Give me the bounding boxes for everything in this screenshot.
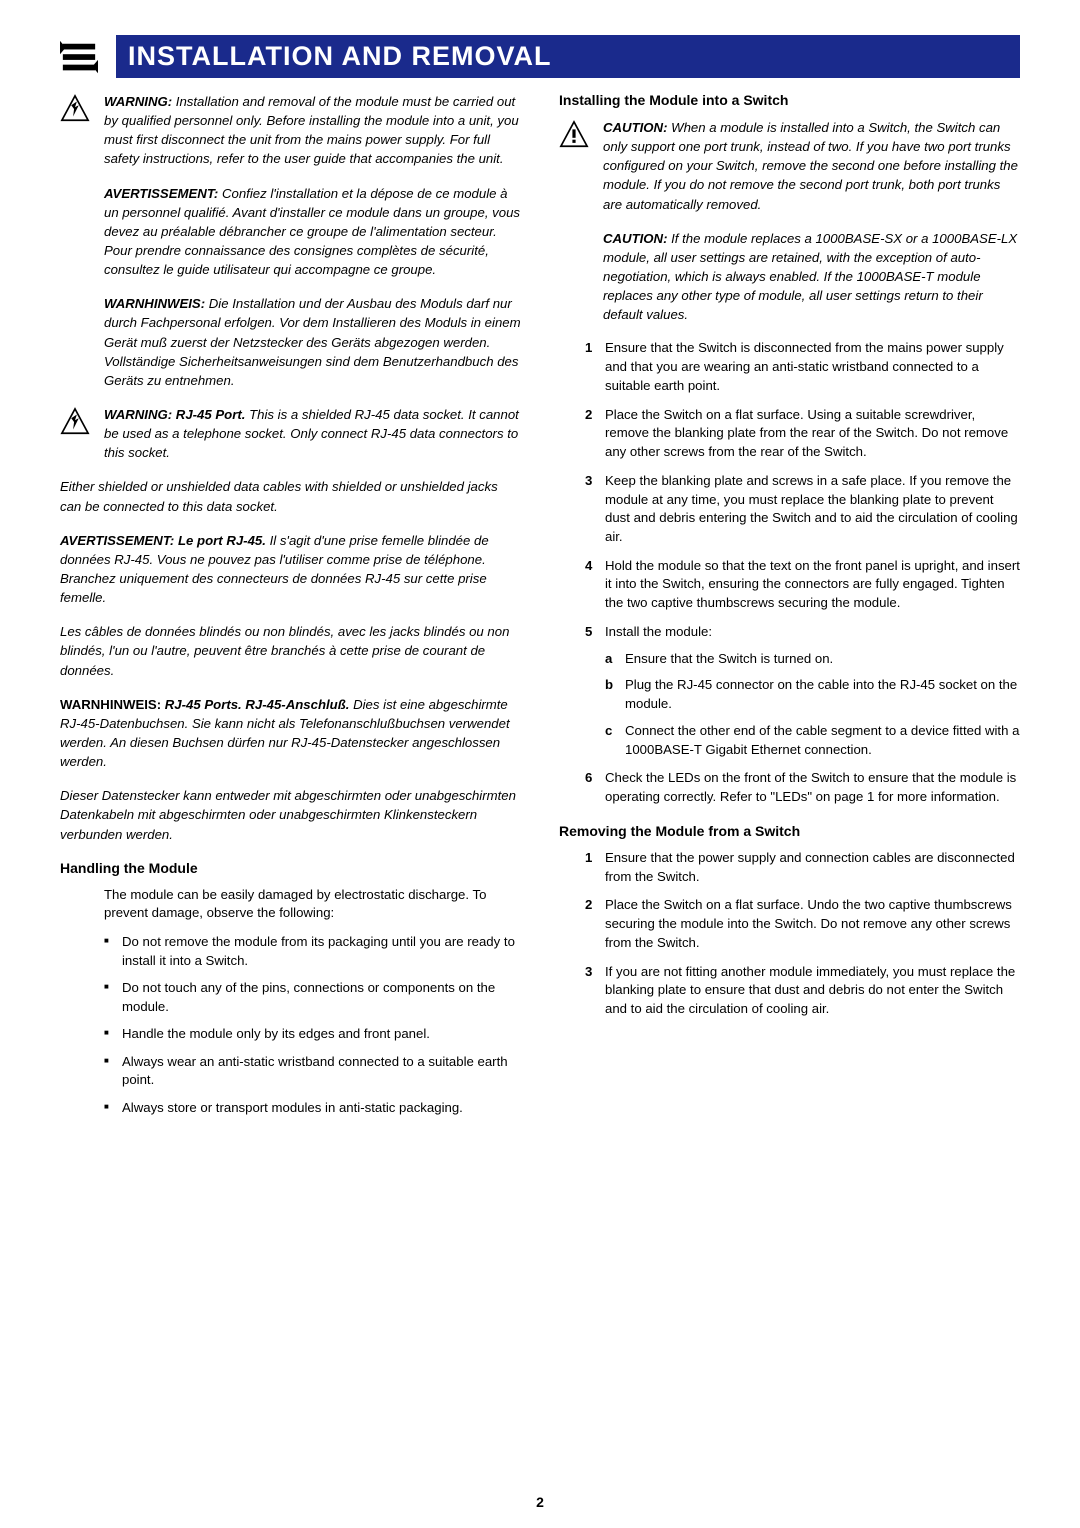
substep-item: a Ensure that the Switch is turned on. bbox=[605, 650, 1020, 669]
step-item: 2 Place the Switch on a flat surface. Usi… bbox=[585, 406, 1020, 462]
substep-item: c Connect the other end of the cable segm… bbox=[605, 722, 1020, 759]
bullet-item: Do not touch any of the pins, connection… bbox=[104, 979, 521, 1016]
step-number: 5 bbox=[585, 623, 592, 642]
warnhinweis2-block: WARNHINWEIS: RJ-45 Ports. RJ-45-Anschluß… bbox=[60, 695, 521, 772]
warnhinweis-block: WARNHINWEIS: Die Installation und der Au… bbox=[60, 294, 521, 390]
content-columns: WARNING: Installation and removal of the… bbox=[60, 92, 1020, 1129]
step-text: Place the Switch on a flat surface. Usin… bbox=[605, 407, 1008, 459]
right-column: Installing the Module into a Switch CAUT… bbox=[559, 92, 1020, 1129]
bullet-item: Do not remove the module from its packag… bbox=[104, 933, 521, 970]
logo-icon bbox=[60, 39, 98, 77]
caution1-label: CAUTION: bbox=[603, 120, 667, 135]
avertissement2-block: AVERTISSEMENT: Le port RJ-45. Il s'agit … bbox=[60, 531, 521, 608]
substep-text: Ensure that the Switch is turned on. bbox=[625, 651, 833, 666]
step-text: Ensure that the Switch is disconnected f… bbox=[605, 340, 1004, 392]
step-text: Place the Switch on a flat surface. Undo… bbox=[605, 897, 1012, 949]
step-number: 2 bbox=[585, 896, 592, 915]
handling-bullets: Do not remove the module from its packag… bbox=[60, 933, 521, 1117]
step-number: 2 bbox=[585, 406, 592, 425]
warning-label: WARNING: bbox=[104, 94, 176, 109]
warnhinweis-label: WARNHINWEIS: bbox=[104, 296, 209, 311]
avertissement2-label: AVERTISSEMENT: Le port RJ-45. bbox=[60, 533, 266, 548]
warning-block-1: WARNING: Installation and removal of the… bbox=[60, 92, 521, 169]
header-row: INSTALLATION AND REMOVAL bbox=[60, 35, 1020, 78]
caution-block-2: CAUTION: If the module replaces a 1000BA… bbox=[559, 229, 1020, 325]
bullet-item: Always store or transport modules in ant… bbox=[104, 1099, 521, 1117]
page-title: INSTALLATION AND REMOVAL bbox=[116, 35, 1020, 78]
step-item: 5 Install the module: a Ensure that the Sw… bbox=[585, 623, 1020, 759]
step-item: 3 If you are not fitting another module i… bbox=[585, 963, 1020, 1019]
step-text: Ensure that the power supply and connect… bbox=[605, 850, 1015, 884]
substep-text: Connect the other end of the cable segme… bbox=[625, 723, 1019, 757]
step-number: 6 bbox=[585, 769, 592, 788]
install-steps: 1 Ensure that the Switch is disconnected … bbox=[559, 339, 1020, 806]
step-number: 3 bbox=[585, 963, 592, 982]
step-item: 6 Check the LEDs on the front of the Swit… bbox=[585, 769, 1020, 806]
warning-icon bbox=[60, 94, 90, 124]
substep-item: b Plug the RJ-45 connector on the cable i… bbox=[605, 676, 1020, 713]
substep-letter: c bbox=[605, 722, 612, 741]
remove-steps: 1 Ensure that the power supply and connec… bbox=[559, 849, 1020, 1019]
step-number: 4 bbox=[585, 557, 592, 576]
warning-text-2: WARNING: RJ-45 Port. This is a shielded … bbox=[104, 405, 521, 462]
step-text: Keep the blanking plate and screws in a … bbox=[605, 473, 1018, 544]
step-number: 1 bbox=[585, 849, 592, 868]
caution-text-1: CAUTION: When a module is installed into… bbox=[603, 118, 1020, 214]
remove-heading: Removing the Module from a Switch bbox=[559, 823, 1020, 839]
warnhinweis2-port: RJ-45 Ports. RJ-45-Anschluß. bbox=[165, 697, 350, 712]
step-text: Install the module: bbox=[605, 624, 712, 639]
step-text: Hold the module so that the text on the … bbox=[605, 558, 1020, 610]
step-item: 1 Ensure that the Switch is disconnected … bbox=[585, 339, 1020, 395]
handling-intro: The module can be easily damaged by elec… bbox=[60, 886, 521, 923]
step-item: 1 Ensure that the power supply and connec… bbox=[585, 849, 1020, 886]
install-heading: Installing the Module into a Switch bbox=[559, 92, 1020, 108]
warning-text: WARNING: Installation and removal of the… bbox=[104, 92, 521, 169]
page-number: 2 bbox=[0, 1494, 1080, 1510]
caution-block-1: CAUTION: When a module is installed into… bbox=[559, 118, 1020, 214]
substep-letter: b bbox=[605, 676, 613, 695]
bullet-item: Handle the module only by its edges and … bbox=[104, 1025, 521, 1043]
step-number: 1 bbox=[585, 339, 592, 358]
avertissement-block: AVERTISSEMENT: Confiez l'installation et… bbox=[60, 184, 521, 280]
warning2-label: WARNING: bbox=[104, 407, 176, 422]
left-column: WARNING: Installation and removal of the… bbox=[60, 92, 521, 1129]
step-text: Check the LEDs on the front of the Switc… bbox=[605, 770, 1016, 804]
warning2-port: RJ-45 Port. bbox=[176, 407, 246, 422]
warnhinweis2-label: WARNHINWEIS: bbox=[60, 697, 165, 712]
caution2-label: CAUTION: bbox=[603, 231, 667, 246]
step-text: If you are not fitting another module im… bbox=[605, 964, 1015, 1016]
install-substeps: a Ensure that the Switch is turned on. bP… bbox=[605, 650, 1020, 760]
warning-block-2: WARNING: RJ-45 Port. This is a shielded … bbox=[60, 405, 521, 462]
step-number: 3 bbox=[585, 472, 592, 491]
avertissement-label: AVERTISSEMENT: bbox=[104, 186, 222, 201]
step-item: 3 Keep the blanking plate and screws in a… bbox=[585, 472, 1020, 547]
warnh2-p2: Dieser Datenstecker kann entweder mit ab… bbox=[60, 786, 521, 843]
step-item: 4 Hold the module so that the text on the… bbox=[585, 557, 1020, 613]
avert2-p2: Les câbles de données blindés ou non bli… bbox=[60, 622, 521, 679]
warn2-p2: Either shielded or unshielded data cable… bbox=[60, 477, 521, 515]
handling-heading: Handling the Module bbox=[60, 860, 521, 876]
bullet-item: Always wear an anti-static wristband con… bbox=[104, 1053, 521, 1090]
substep-text: Plug the RJ-45 connector on the cable in… bbox=[625, 677, 1017, 711]
step-item: 2 Place the Switch on a flat surface. Und… bbox=[585, 896, 1020, 952]
substep-letter: a bbox=[605, 650, 612, 669]
caution-icon bbox=[559, 120, 589, 150]
warning-icon bbox=[60, 407, 90, 437]
